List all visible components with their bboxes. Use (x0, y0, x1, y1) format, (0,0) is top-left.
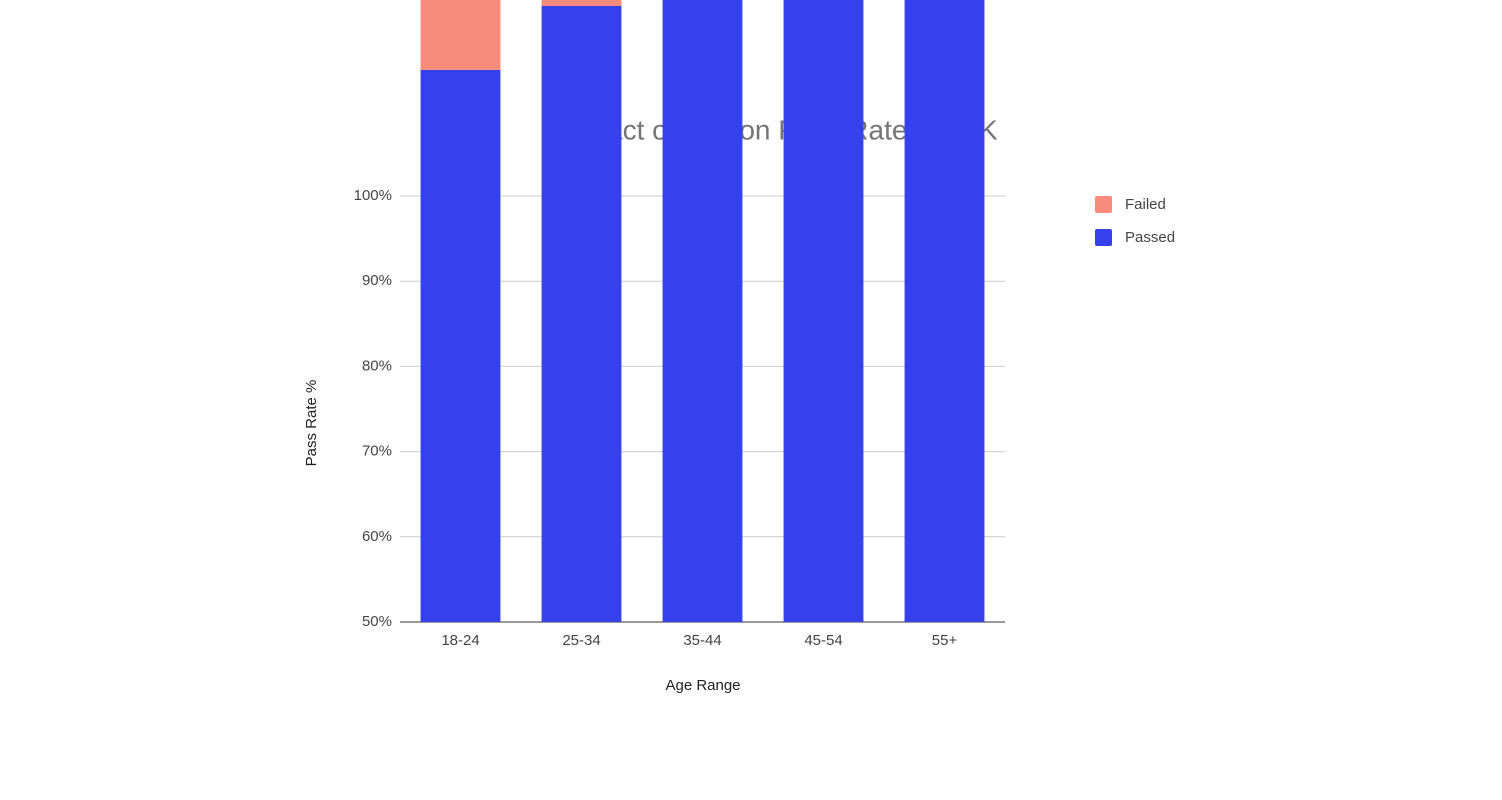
y-tick-label: 100% (354, 187, 392, 204)
bar-segment (783, 0, 864, 623)
bar-segment (662, 0, 743, 623)
x-tick-label: 35-44 (683, 632, 721, 649)
y-tick-label: 90% (362, 272, 392, 289)
bar-segment (541, 6, 622, 622)
y-tick-label: 80% (362, 357, 392, 374)
bar-segment (420, 0, 501, 70)
y-tick-label: 60% (362, 528, 392, 545)
y-axis-title: Pass Rate % (303, 380, 320, 467)
x-axis-title: Age Range (665, 677, 740, 694)
legend-label: Failed (1125, 196, 1166, 213)
bar-segment (420, 69, 501, 623)
y-tick-label: 50% (362, 613, 392, 630)
bar-segment (541, 0, 622, 7)
legend-label: Passed (1125, 229, 1175, 246)
x-tick-label: 55+ (932, 632, 958, 649)
y-tick-label: 70% (362, 443, 392, 460)
x-tick-label: 25-34 (562, 632, 600, 649)
legend-swatch (1095, 196, 1112, 213)
legend-swatch (1095, 229, 1112, 246)
x-tick-label: 45-54 (804, 632, 842, 649)
x-tick-label: 18-24 (441, 632, 479, 649)
bar-segment (904, 0, 985, 623)
